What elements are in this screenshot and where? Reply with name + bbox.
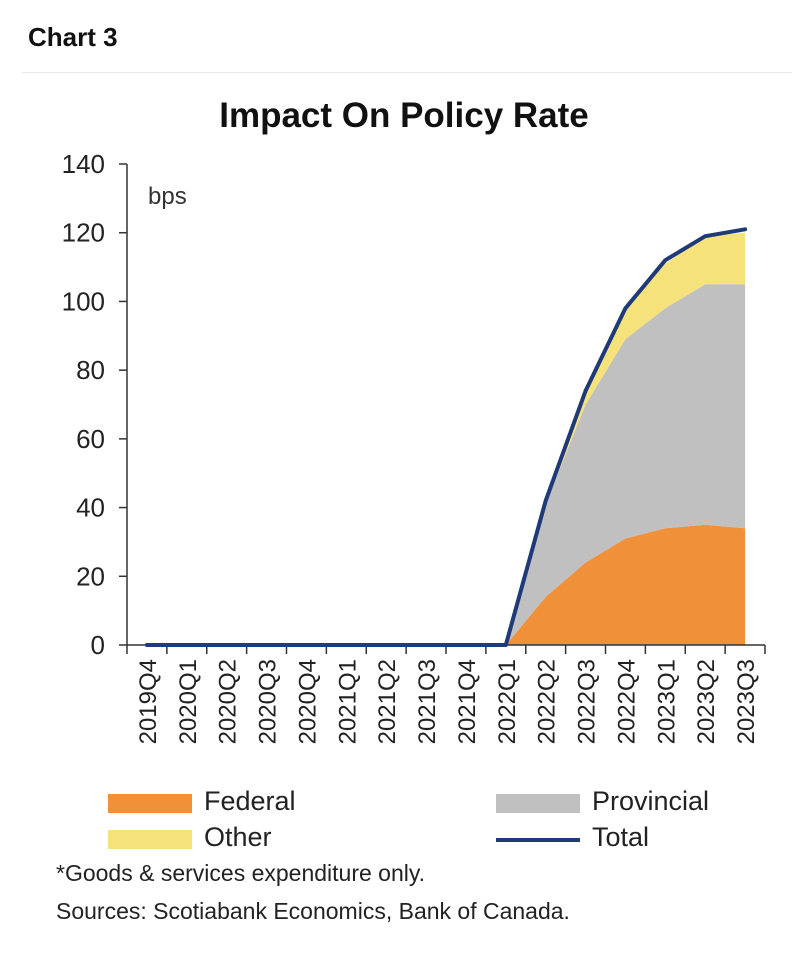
x-tick-label: 2021Q1: [334, 659, 361, 744]
chart-title: Impact On Policy Rate: [219, 96, 589, 135]
legend-swatch-total: [496, 838, 580, 842]
y-tick-label: 40: [76, 493, 105, 523]
header-divider: [22, 72, 792, 73]
x-tick-label: 2019Q4: [135, 659, 162, 744]
x-tick-label: 2022Q2: [534, 659, 561, 744]
y-tick-label: 0: [91, 630, 105, 660]
y-axis-unit-label: bps: [148, 183, 187, 210]
x-tick-label: 2021Q2: [374, 659, 401, 744]
sources-note: Sources: Scotiabank Economics, Bank of C…: [56, 898, 570, 924]
x-tick-label: 2020Q3: [255, 659, 282, 744]
x-tick-label: 2023Q3: [733, 659, 760, 744]
legend-label-provincial: Provincial: [592, 786, 710, 816]
x-tick-label: 2021Q3: [414, 659, 441, 744]
line-total: [144, 227, 748, 647]
policy-rate-chart: 0 20 40 60 80 100 120 140 2019Q4 2020Q1 2020Q2 2020…: [62, 149, 766, 744]
x-tick-label: 2020Q1: [175, 659, 202, 744]
axis-labels: 0 20 40 60 80 100 120 140 2019Q4 2020Q1 2020Q2 2020…: [62, 149, 760, 744]
x-tick-label: 2021Q4: [454, 659, 481, 744]
y-tick-label: 60: [76, 424, 105, 454]
legend-swatch-provincial: [496, 794, 580, 813]
x-tick-label: 2022Q1: [494, 659, 521, 744]
area-federal: [146, 524, 746, 645]
y-tick-label: 20: [76, 561, 105, 591]
legend-label-total: Total: [592, 822, 650, 852]
x-tick-label: 2022Q4: [613, 659, 640, 744]
chart-number-label: Chart 3: [28, 22, 118, 52]
x-tick-label: 2020Q4: [294, 659, 321, 744]
x-tick-label: 2020Q2: [215, 659, 242, 744]
legend-label-federal: Federal: [204, 786, 296, 816]
y-tick-label: 120: [62, 218, 105, 248]
total-line-group: [144, 227, 748, 647]
y-tick-label: 100: [62, 286, 105, 316]
footnote: *Goods & services expenditure only.: [56, 860, 426, 886]
x-tick-label: 2023Q2: [693, 659, 720, 744]
stacked-areas: [146, 232, 746, 645]
legend-swatch-other: [108, 830, 192, 849]
legend-label-other: Other: [204, 822, 272, 852]
x-tick-label: 2023Q1: [653, 659, 680, 744]
x-tick-label: 2022Q3: [574, 659, 601, 744]
area-other: [146, 232, 746, 645]
area-provincial: [146, 284, 746, 645]
y-tick-label: 80: [76, 355, 105, 385]
legend-swatch-federal: [108, 794, 192, 813]
y-tick-label: 140: [62, 149, 105, 179]
